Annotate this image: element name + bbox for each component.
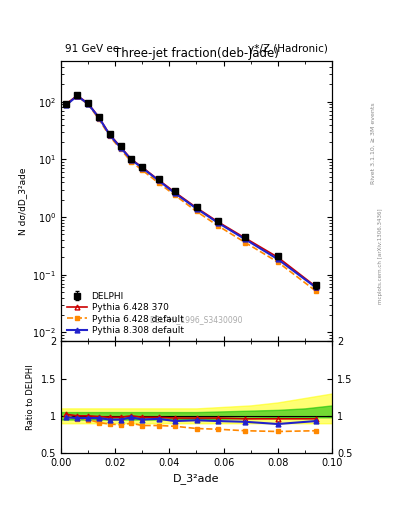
- Pythia 8.308 default: [275, 256, 280, 262]
- Pythia 6.428 default: [129, 159, 134, 165]
- Pythia 6.428 370: [129, 156, 134, 162]
- Pythia 8.308 default: [173, 190, 177, 196]
- Pythia 6.428 default: [75, 93, 79, 99]
- Pythia 8.308 default: [314, 284, 318, 290]
- Pythia 8.308 default: [75, 93, 79, 99]
- Pythia 6.428 370: [86, 100, 90, 106]
- Pythia 6.428 370: [173, 189, 177, 195]
- Pythia 6.428 default: [156, 180, 161, 186]
- Line: Pythia 8.308 default: Pythia 8.308 default: [64, 94, 318, 290]
- Pythia 6.428 default: [97, 116, 101, 122]
- Pythia 6.428 default: [243, 240, 248, 246]
- Title: Three-jet fraction(deb-Jade): Three-jet fraction(deb-Jade): [114, 47, 279, 60]
- Pythia 8.308 default: [64, 102, 69, 108]
- Pythia 6.428 370: [275, 254, 280, 261]
- Pythia 8.308 default: [216, 220, 220, 226]
- Pythia 6.428 370: [118, 144, 123, 150]
- Pythia 6.428 370: [216, 219, 220, 225]
- Text: DELPHI_1996_S3430090: DELPHI_1996_S3430090: [150, 315, 243, 325]
- Text: γ*/Z (Hadronic): γ*/Z (Hadronic): [248, 44, 328, 54]
- Text: Rivet 3.1.10, ≥ 3M events: Rivet 3.1.10, ≥ 3M events: [371, 102, 376, 184]
- Pythia 6.428 default: [140, 167, 145, 173]
- Pythia 6.428 default: [118, 146, 123, 152]
- Pythia 6.428 370: [75, 93, 79, 99]
- Pythia 8.308 default: [243, 236, 248, 242]
- Pythia 6.428 default: [314, 288, 318, 294]
- Pythia 8.308 default: [107, 132, 112, 138]
- Pythia 6.428 default: [107, 133, 112, 139]
- Pythia 8.308 default: [140, 165, 145, 171]
- Pythia 8.308 default: [156, 178, 161, 184]
- Pythia 6.428 default: [86, 101, 90, 108]
- Pythia 6.428 default: [275, 259, 280, 265]
- Pythia 6.428 370: [97, 114, 101, 120]
- Pythia 6.428 default: [194, 208, 199, 215]
- Text: mcplots.cern.ch [arXiv:1306.3436]: mcplots.cern.ch [arXiv:1306.3436]: [378, 208, 383, 304]
- Pythia 8.308 default: [118, 144, 123, 151]
- Pythia 6.428 370: [314, 284, 318, 290]
- Pythia 6.428 default: [216, 223, 220, 229]
- Y-axis label: N dσ/dD_3²ade: N dσ/dD_3²ade: [18, 167, 27, 235]
- Pythia 6.428 370: [156, 177, 161, 183]
- Pythia 8.308 default: [194, 205, 199, 211]
- Text: 91 GeV ee: 91 GeV ee: [65, 44, 119, 54]
- Line: Pythia 6.428 370: Pythia 6.428 370: [64, 93, 318, 289]
- Pythia 8.308 default: [97, 115, 101, 121]
- Pythia 6.428 default: [173, 192, 177, 198]
- Pythia 6.428 370: [140, 164, 145, 170]
- Pythia 8.308 default: [129, 157, 134, 163]
- Pythia 6.428 370: [243, 235, 248, 241]
- Pythia 6.428 370: [64, 101, 69, 107]
- Y-axis label: Ratio to DELPHI: Ratio to DELPHI: [26, 365, 35, 430]
- Pythia 6.428 default: [64, 101, 69, 108]
- X-axis label: D_3²ade: D_3²ade: [173, 474, 220, 484]
- Line: Pythia 6.428 default: Pythia 6.428 default: [64, 94, 318, 293]
- Pythia 8.308 default: [86, 101, 90, 107]
- Pythia 6.428 370: [194, 205, 199, 211]
- Pythia 6.428 370: [107, 132, 112, 138]
- Legend: DELPHI, Pythia 6.428 370, Pythia 6.428 default, Pythia 8.308 default: DELPHI, Pythia 6.428 370, Pythia 6.428 d…: [65, 290, 185, 337]
